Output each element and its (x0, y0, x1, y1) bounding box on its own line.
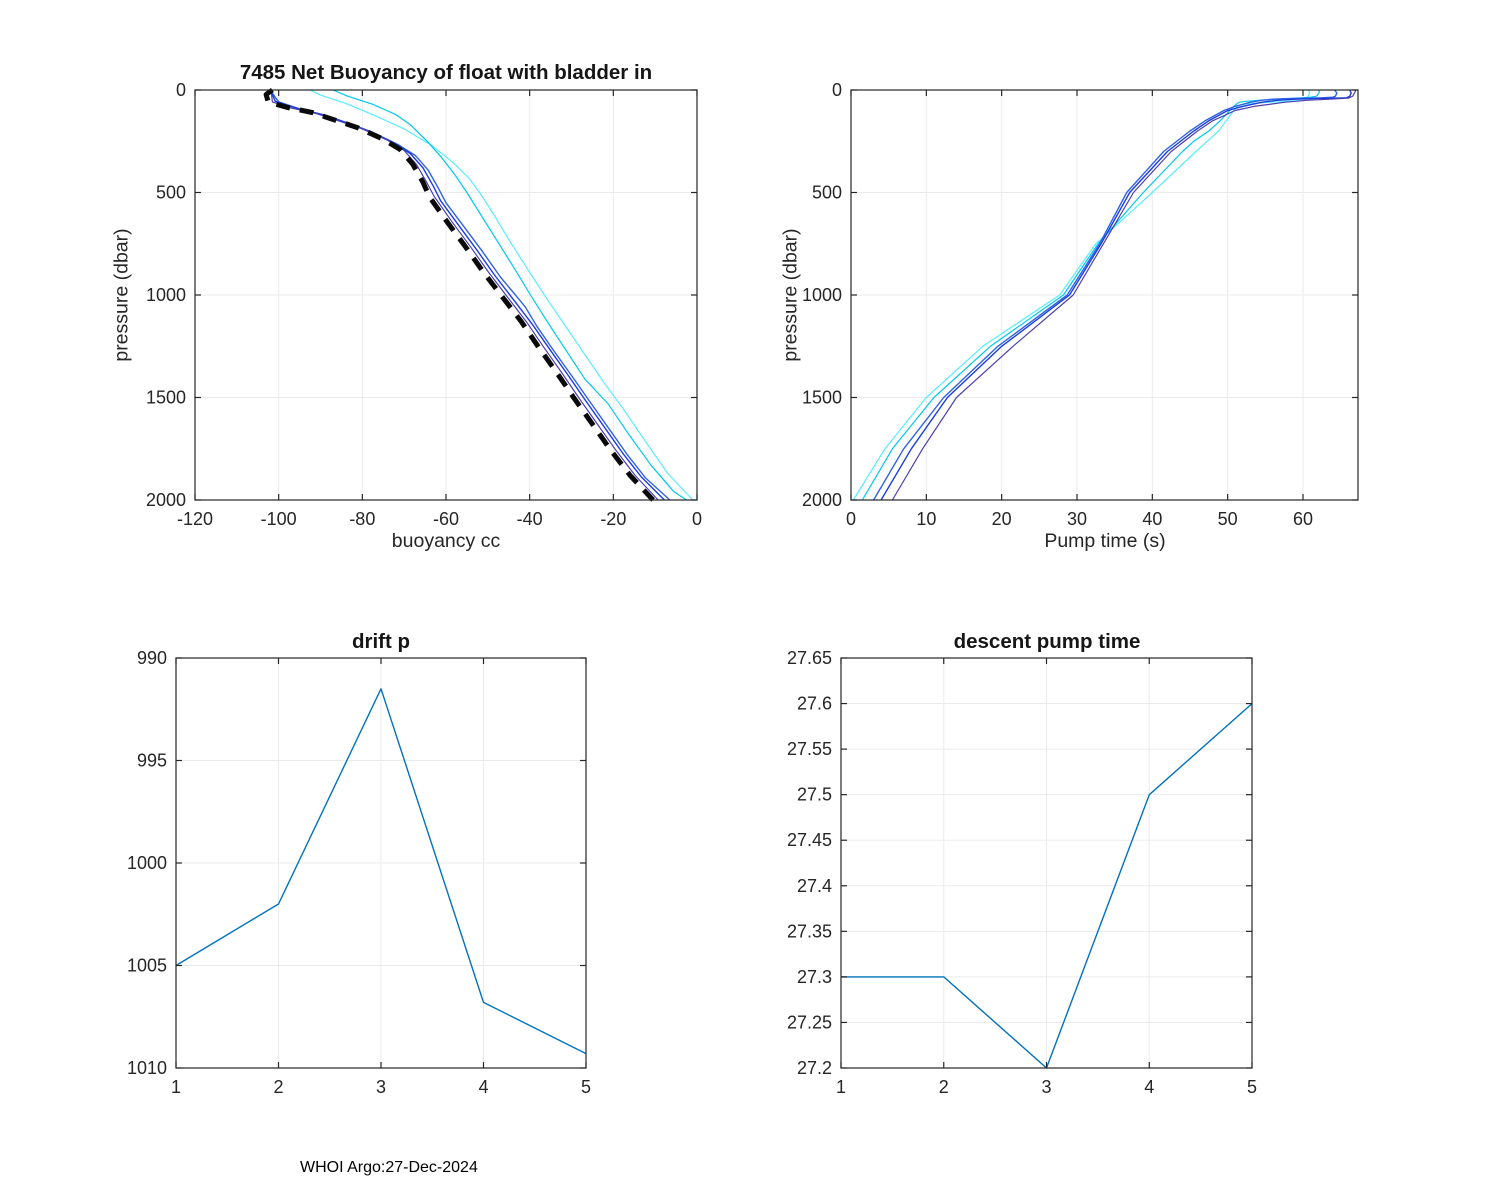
xtick-label-descent_pump_time: 1 (836, 1077, 846, 1097)
xtick-label-net_buoyancy: -60 (433, 509, 459, 529)
series-profile-4 (269, 89, 665, 501)
chart-title-descent-pump-time: descent pump time (953, 630, 1141, 653)
xtick-label-pump_time: 60 (1293, 509, 1313, 529)
series-drift-pressure (175, 688, 587, 1055)
ytick-label-pump_time: 0 (832, 80, 842, 100)
ytick-label-pump_time: 1500 (802, 388, 842, 408)
xtick-label-net_buoyancy: -120 (177, 509, 213, 529)
series-profile-5 (891, 89, 1357, 501)
ytick-label-pump_time: 500 (812, 183, 842, 203)
chart-drift_p: 1 2 3 4 5 990 995 1000 1005 1010 (127, 648, 591, 1097)
xtick-label-descent_pump_time: 5 (1247, 1077, 1257, 1097)
ytick-label-descent_pump_time: 27.6 (797, 694, 832, 714)
xlabel-net-buoyancy: buoyancy cc (391, 530, 501, 552)
ytick-label-drift_p: 990 (137, 648, 167, 668)
xtick-label-drift_p: 2 (273, 1077, 283, 1097)
chart-title-net-buoyancy: 7485 Net Buoyancy of float with bladder … (239, 61, 653, 84)
footer-watermark: WHOI Argo:27-Dec-2024 (300, 1159, 478, 1176)
xtick-label-net_buoyancy: -80 (349, 509, 375, 529)
xtick-label-pump_time: 50 (1218, 509, 1238, 529)
xtick-label-descent_pump_time: 2 (939, 1077, 949, 1097)
ytick-label-drift_p: 1005 (127, 956, 167, 976)
xtick-label-drift_p: 4 (478, 1077, 488, 1097)
xtick-label-pump_time: 10 (916, 509, 936, 529)
xtick-label-drift_p: 1 (171, 1077, 181, 1097)
ytick-label-net_buoyancy: 500 (156, 183, 186, 203)
ytick-label-descent_pump_time: 27.2 (797, 1058, 832, 1078)
xtick-label-pump_time: 40 (1142, 509, 1162, 529)
xtick-label-net_buoyancy: 0 (692, 509, 702, 529)
chart-descent_pump_time: 1 2 3 4 5 27.2 27.25 27.3 27.35 27.4 27.45 27.5 27.5… (787, 648, 1257, 1097)
xtick-label-drift_p: 5 (581, 1077, 591, 1097)
ytick-label-pump_time: 1000 (802, 285, 842, 305)
ylabel-pump-time: pressure (dbar) (779, 228, 802, 362)
xtick-label-descent_pump_time: 3 (1041, 1077, 1051, 1097)
xtick-label-drift_p: 3 (376, 1077, 386, 1097)
ytick-label-net_buoyancy: 2000 (146, 490, 186, 510)
ytick-label-descent_pump_time: 27.5 (797, 785, 832, 805)
xtick-label-pump_time: 30 (1067, 509, 1087, 529)
ytick-label-drift_p: 1010 (127, 1058, 167, 1078)
ytick-label-drift_p: 1000 (127, 853, 167, 873)
xlabel-pump-time: Pump time (s) (1044, 530, 1166, 552)
ytick-label-descent_pump_time: 27.55 (787, 739, 832, 759)
ytick-label-descent_pump_time: 27.65 (787, 648, 832, 668)
chart-net_buoyancy: -120 -100 -80 -60 -40 -20 0 0 500 1000 1500 2000 (146, 80, 702, 529)
xtick-label-descent_pump_time: 4 (1144, 1077, 1154, 1097)
chart-title-drift-p: drift p (351, 630, 411, 653)
xtick-label-net_buoyancy: -100 (261, 509, 297, 529)
ytick-label-descent_pump_time: 27.3 (797, 967, 832, 987)
xtick-label-net_buoyancy: -40 (517, 509, 543, 529)
ytick-label-descent_pump_time: 27.25 (787, 1012, 832, 1032)
ytick-label-descent_pump_time: 27.35 (787, 921, 832, 941)
series-profile-3 (872, 89, 1338, 501)
series-profile-1 (309, 89, 694, 501)
ytick-label-descent_pump_time: 27.4 (797, 876, 832, 896)
ytick-label-net_buoyancy: 1000 (146, 285, 186, 305)
xtick-label-pump_time: 20 (992, 509, 1012, 529)
chart-pump_time: 0 10 20 30 40 50 60 0 500 1000 1500 2000 (802, 80, 1359, 529)
ytick-label-descent_pump_time: 27.45 (787, 830, 832, 850)
ylabel-net-buoyancy: pressure (dbar) (110, 228, 133, 362)
series-profile-2 (332, 89, 687, 501)
series-mean-dashed (263, 87, 655, 502)
xtick-label-net_buoyancy: -20 (600, 509, 626, 529)
ytick-label-drift_p: 995 (137, 751, 167, 771)
ytick-label-net_buoyancy: 0 (176, 80, 186, 100)
ytick-label-pump_time: 2000 (802, 490, 842, 510)
xtick-label-pump_time: 0 (846, 509, 856, 529)
ytick-label-net_buoyancy: 1500 (146, 388, 186, 408)
